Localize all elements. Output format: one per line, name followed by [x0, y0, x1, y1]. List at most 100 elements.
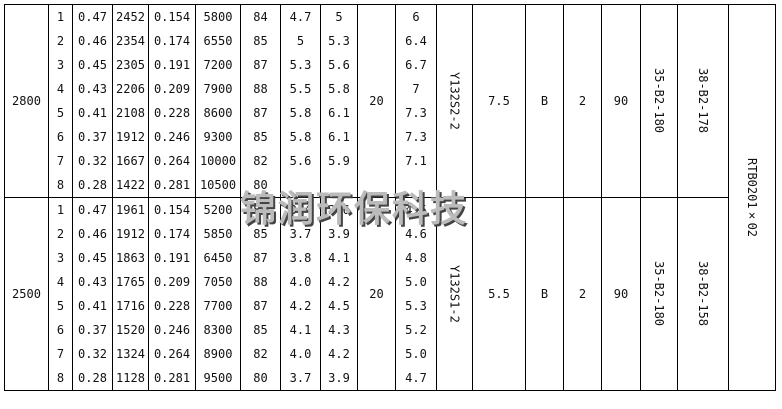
col-3-cell: 0.45	[72, 246, 113, 270]
col-3-cell: 0.37	[72, 318, 113, 342]
row-number-cell: 3	[48, 246, 73, 270]
col-5-cell: 0.264	[148, 342, 196, 366]
col-90-cell: 90	[601, 197, 641, 391]
col-8-cell: 5.5	[280, 77, 321, 101]
col-4-cell: 1765	[112, 270, 149, 294]
col-11-cell: 4.8	[395, 246, 437, 270]
col-7-cell: 82	[240, 342, 281, 366]
col-6-cell: 7200	[195, 53, 241, 77]
col-6-cell: 9500	[195, 366, 241, 391]
col-7-cell: 85	[240, 318, 281, 342]
row-number-cell: 2	[48, 29, 73, 53]
part-1-cell: 35-B2-180	[640, 197, 678, 391]
col-3-cell: 0.37	[72, 125, 113, 149]
table-row: 5 0.41 1716 0.228 7700 87 4.2 4.5 5.3	[5, 294, 776, 318]
col-5-cell: 0.281	[148, 173, 196, 198]
col-4-cell: 1863	[112, 246, 149, 270]
col-9-cell: 5.9	[320, 149, 358, 173]
col-8-cell: 4.2	[280, 294, 321, 318]
col-9-cell	[320, 173, 358, 198]
col-3-cell: 0.41	[72, 294, 113, 318]
table-row: 5 0.41 2108 0.228 8600 87 5.8 6.1 7.3	[5, 101, 776, 125]
col-6-cell: 6550	[195, 29, 241, 53]
col-11-cell: 6.4	[395, 29, 437, 53]
row-number-cell: 1	[48, 4, 73, 29]
col-3-cell: 0.47	[72, 197, 113, 222]
col-8-cell: 5.8	[280, 101, 321, 125]
col-11-cell: 5.0	[395, 270, 437, 294]
col-11-cell: 4.5	[395, 197, 437, 222]
col-4-cell: 2452	[112, 4, 149, 29]
col-7-cell: 84	[240, 197, 281, 222]
col-8-cell: 4.1	[280, 318, 321, 342]
col-7-cell: 85	[240, 222, 281, 246]
col-9-cell: 5.8	[320, 77, 358, 101]
col-5-cell: 0.191	[148, 246, 196, 270]
col-3-cell: 0.43	[72, 270, 113, 294]
speed-cell: 2800	[4, 4, 49, 198]
col-5-cell: 0.191	[148, 53, 196, 77]
table-row: 7 0.32 1667 0.264 10000 82 5.6 5.9 7.1	[5, 149, 776, 173]
col-8-cell: 4.0	[280, 342, 321, 366]
col-11-cell: 6	[395, 4, 437, 29]
col-5-cell: 0.246	[148, 318, 196, 342]
col-6-cell: 5850	[195, 222, 241, 246]
col-8-cell: 3.7	[280, 222, 321, 246]
table-row: 6 0.37 1520 0.246 8300 85 4.1 4.3 5.2	[5, 318, 776, 342]
col-8-cell: 5.8	[280, 125, 321, 149]
table-row: 2 0.46 1912 0.174 5850 85 3.7 3.9 4.6	[5, 222, 776, 246]
col-3-cell: 0.32	[72, 342, 113, 366]
col-7-cell: 87	[240, 101, 281, 125]
speed-cell: 2500	[4, 197, 49, 391]
col-8-cell: 4.0	[280, 270, 321, 294]
col-11-cell: 7.3	[395, 125, 437, 149]
col-11-cell: 5.2	[395, 318, 437, 342]
part-1-cell: 35-B2-180	[640, 4, 678, 198]
col-4-cell: 1422	[112, 173, 149, 198]
col-6-cell: 5800	[195, 4, 241, 29]
col-11-cell: 5.0	[395, 342, 437, 366]
col-4-cell: 2354	[112, 29, 149, 53]
table-row: 7 0.32 1324 0.264 8900 82 4.0 4.2 5.0	[5, 342, 776, 366]
row-number-cell: 5	[48, 101, 73, 125]
table-row: 4 0.43 2206 0.209 7900 88 5.5 5.8 7	[5, 77, 776, 101]
part-2-cell: 38-B2-178	[677, 4, 729, 198]
col-7-cell: 82	[240, 149, 281, 173]
row-number-cell: 8	[48, 173, 73, 198]
col-9-cell: 3.9	[320, 366, 358, 391]
col-5-cell: 0.264	[148, 149, 196, 173]
col-4-cell: 1520	[112, 318, 149, 342]
col-11-cell: 7.1	[395, 149, 437, 173]
col-6-cell: 5200	[195, 197, 241, 222]
row-number-cell: 2	[48, 222, 73, 246]
col-7-cell: 88	[240, 270, 281, 294]
col-4-cell: 2305	[112, 53, 149, 77]
col-7-cell: 87	[240, 294, 281, 318]
model-cell: RTB0201×02	[728, 4, 776, 391]
col-7-cell: 85	[240, 125, 281, 149]
col-9-cell: 5	[320, 4, 358, 29]
table-row: 2 0.46 2354 0.174 6550 85 5 5.3 6.4	[5, 29, 776, 53]
col-9-cell: 4.1	[320, 246, 358, 270]
col-7-cell: 87	[240, 246, 281, 270]
col-8-cell: 3.7	[280, 366, 321, 391]
col-10-cell: 20	[357, 4, 396, 198]
col-9-cell: 3.9	[320, 222, 358, 246]
row-number-cell: 7	[48, 149, 73, 173]
col-11-cell: 5.3	[395, 294, 437, 318]
row-number-cell: 8	[48, 366, 73, 391]
table-row: 3 0.45 1863 0.191 6450 87 3.8 4.1 4.8	[5, 246, 776, 270]
col-3-cell: 0.28	[72, 366, 113, 391]
col-11-cell	[395, 173, 437, 198]
col-11-cell: 6.7	[395, 53, 437, 77]
col-8-cell: 5.6	[280, 149, 321, 173]
col-8-cell: 3.8	[280, 246, 321, 270]
col-9-cell: 4.5	[320, 294, 358, 318]
motor-model-cell: Y132S2-2	[436, 4, 473, 198]
col-4-cell: 1324	[112, 342, 149, 366]
col-8-cell: 4.7	[280, 4, 321, 29]
col-5-cell: 0.281	[148, 366, 196, 391]
table-row: 4 0.43 1765 0.209 7050 88 4.0 4.2 5.0	[5, 270, 776, 294]
col-5-cell: 0.174	[148, 29, 196, 53]
col-4-cell: 1912	[112, 222, 149, 246]
